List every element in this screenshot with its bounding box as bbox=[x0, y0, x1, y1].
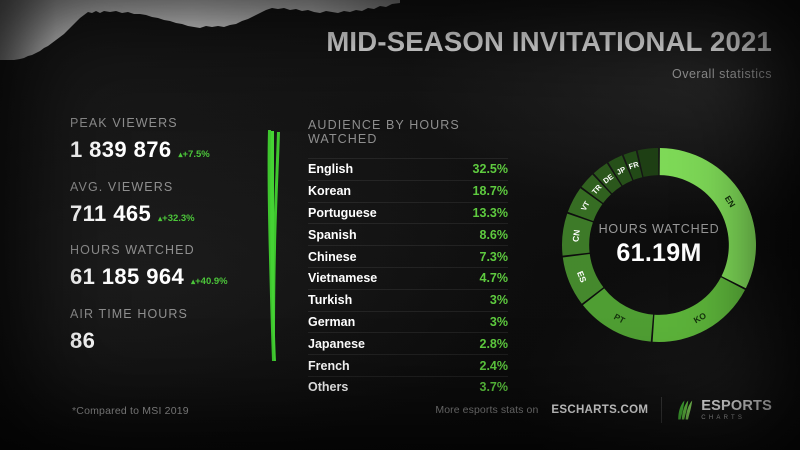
donut-segment bbox=[608, 155, 633, 186]
delta-up-arrow-icon: ▴ bbox=[178, 150, 183, 159]
esports-charts-logo: ESPORTS CHARTS bbox=[675, 399, 772, 422]
language-percent: 32.5% bbox=[472, 162, 508, 177]
language-name: Spanish bbox=[308, 227, 357, 242]
donut-segment-label: FR bbox=[628, 160, 641, 172]
language-name: German bbox=[308, 314, 356, 329]
donut-segment bbox=[567, 188, 603, 222]
donut-segment-label: ES bbox=[575, 270, 589, 285]
stat-row: 61 185 964 ▴+40.9% bbox=[70, 264, 270, 290]
stat-hours-watched: HOURS WATCHED 61 185 964 ▴+40.9% bbox=[70, 243, 270, 290]
donut-segment bbox=[562, 253, 604, 304]
language-percent: 8.6% bbox=[479, 227, 509, 242]
stat-value: 1 839 876 bbox=[70, 137, 172, 162]
language-name: English bbox=[308, 162, 354, 177]
language-name: Japanese bbox=[308, 336, 365, 351]
list-item: German 3% bbox=[308, 310, 508, 333]
list-item: Others 3.7% bbox=[308, 375, 509, 398]
language-name: Turkish bbox=[308, 293, 353, 308]
delta-up-arrow-icon: ▴ bbox=[191, 277, 196, 286]
donut-segment-label: PT bbox=[612, 311, 627, 325]
stat-value: 711 465 bbox=[70, 200, 152, 226]
delta-value: +7.5% bbox=[182, 149, 210, 160]
stat-value: 86 bbox=[70, 327, 96, 353]
leaf-logo-icon bbox=[678, 400, 693, 420]
list-item: French 2.4% bbox=[308, 354, 508, 376]
language-percent: 2.8% bbox=[479, 336, 509, 351]
language-percent: 3% bbox=[489, 293, 508, 308]
logo-name: ESPORTS bbox=[701, 397, 772, 414]
language-percent: 3% bbox=[489, 314, 508, 329]
donut-segment bbox=[659, 148, 756, 289]
list-item: Spanish 8.6% bbox=[308, 223, 508, 245]
donut-segment-label: CN bbox=[570, 229, 581, 242]
audience-by-hours-watched-panel: AUDIENCE BY HOURS WATCHED English 32.5% … bbox=[308, 118, 508, 398]
list-item: Japanese 2.8% bbox=[308, 332, 508, 354]
donut-segment-label: VT bbox=[579, 199, 592, 212]
donut-segment bbox=[652, 277, 746, 342]
stat-row: 1 839 876 ▴+7.5% bbox=[70, 137, 270, 163]
footnote: *Compared to MSI 2019 bbox=[72, 405, 189, 417]
language-name: Chinese bbox=[308, 249, 357, 264]
stat-row: 711 465 ▴+32.3% bbox=[70, 201, 270, 227]
stat-peak-viewers: PEAK VIEWERS 1 839 876 ▴+7.5% bbox=[70, 116, 270, 163]
page-title: MID-SEASON INVITATIONAL 2021 bbox=[326, 26, 772, 57]
branding: More esports stats on ESCHARTS.COM ESPOR… bbox=[435, 397, 772, 423]
stat-label: AVG. VIEWERS bbox=[70, 179, 174, 194]
logo-text: ESPORTS CHARTS bbox=[701, 399, 772, 422]
donut-segment-label: JP bbox=[615, 165, 627, 177]
language-percent: 2.4% bbox=[479, 358, 509, 373]
donut-segment bbox=[623, 150, 643, 180]
donut-segment bbox=[637, 148, 659, 177]
stat-delta: ▴+40.9% bbox=[191, 276, 228, 287]
key-stats-panel: PEAK VIEWERS 1 839 876 ▴+7.5% AVG. VIEWE… bbox=[70, 116, 270, 370]
stat-delta: ▴+32.3% bbox=[158, 213, 195, 224]
hours-watched-donut-chart: EN KO PT ES CN VT TR DE JP FR HOURS WATCHED 61.19… bbox=[548, 134, 770, 356]
delta-value: +32.3% bbox=[162, 212, 195, 224]
site-url[interactable]: ESCHARTS.COM bbox=[551, 404, 649, 416]
page-subtitle: Overall statistics bbox=[672, 66, 772, 81]
donut-segment bbox=[562, 213, 593, 256]
list-item: Vietnamese 4.7% bbox=[308, 266, 509, 289]
language-name: Portuguese bbox=[308, 205, 377, 220]
stat-air-time-hours: AIR TIME HOURS 86 bbox=[70, 307, 270, 354]
language-percent: 13.3% bbox=[472, 205, 508, 220]
language-name: French bbox=[308, 358, 350, 373]
language-percent: 3.7% bbox=[479, 380, 509, 395]
delta-value: +40.9% bbox=[195, 276, 228, 287]
logo-subtitle: CHARTS bbox=[701, 415, 746, 422]
list-item: Korean 18.7% bbox=[308, 179, 508, 202]
stat-value: 61 185 964 bbox=[70, 264, 185, 289]
list-item: Turkish 3% bbox=[308, 288, 508, 311]
donut-segment bbox=[582, 288, 654, 342]
more-stats-text: More esports stats on bbox=[435, 404, 539, 416]
stat-row: 86 bbox=[70, 328, 270, 354]
stat-delta: ▴+7.5% bbox=[178, 149, 209, 160]
audience-panel-title: AUDIENCE BY HOURS WATCHED bbox=[308, 118, 460, 146]
donut-segment bbox=[581, 174, 612, 204]
language-percent: 7.3% bbox=[479, 249, 509, 264]
language-percent: 4.7% bbox=[479, 271, 509, 286]
header: MID-SEASON INVITATIONAL 2021 Overall sta… bbox=[326, 28, 772, 81]
stat-label: PEAK VIEWERS bbox=[70, 116, 178, 130]
list-item: Chinese 7.3% bbox=[308, 245, 508, 267]
stat-avg-viewers: AVG. VIEWERS 711 465 ▴+32.3% bbox=[70, 180, 270, 227]
delta-up-arrow-icon: ▴ bbox=[158, 213, 163, 223]
divider bbox=[661, 397, 663, 423]
list-item: Portuguese 13.3% bbox=[308, 201, 508, 224]
stat-label: AIR TIME HOURS bbox=[70, 306, 188, 321]
list-item: English 32.5% bbox=[308, 158, 508, 180]
language-name: Others bbox=[308, 380, 349, 395]
language-name: Korean bbox=[308, 184, 352, 199]
language-name: Vietnamese bbox=[308, 271, 378, 286]
stat-label: HOURS WATCHED bbox=[70, 243, 195, 257]
language-percent: 18.7% bbox=[472, 184, 508, 199]
donut-segment bbox=[593, 163, 622, 194]
